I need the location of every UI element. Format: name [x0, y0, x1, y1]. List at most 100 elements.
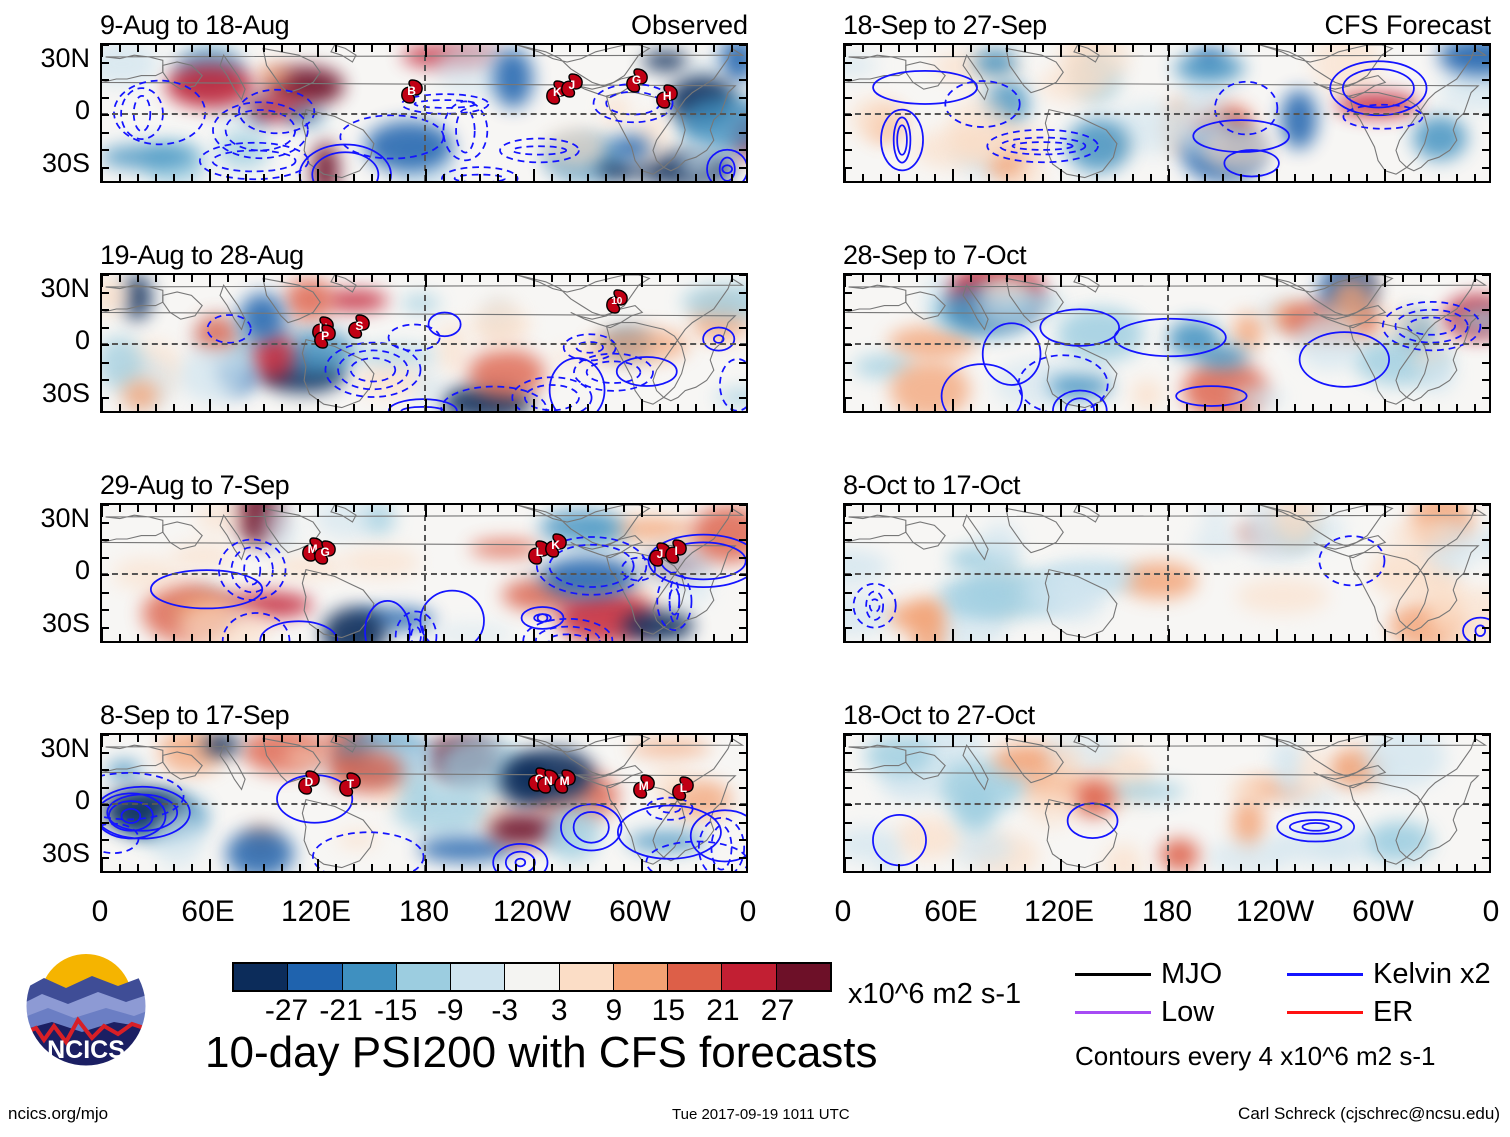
axis-tick: [1330, 634, 1332, 641]
axis-tick: [1482, 539, 1489, 541]
storm-marker[interactable]: H: [654, 82, 680, 110]
coastlines: [102, 275, 746, 411]
axis-tick: [119, 505, 121, 512]
axis-tick: [988, 174, 990, 181]
anomaly-shading: [845, 827, 900, 863]
axis-tick: [1474, 404, 1476, 411]
axis-tick: [623, 45, 625, 52]
axis-tick: [934, 735, 936, 742]
storm-marker[interactable]: M: [552, 767, 578, 795]
axis-tick: [845, 326, 852, 329]
axis-tick: [1482, 166, 1489, 169]
axis-tick: [155, 505, 157, 512]
axis-tick: [479, 634, 481, 641]
axis-tick: [227, 45, 229, 52]
axis-tick: [299, 174, 301, 181]
storm-marker[interactable]: L: [670, 774, 696, 802]
axis-tick: [1366, 864, 1368, 871]
axis-tick: [845, 61, 852, 64]
axis-tick: [1186, 735, 1188, 742]
storm-marker[interactable]: G: [312, 538, 338, 566]
storm-marker[interactable]: B: [399, 77, 425, 105]
axis-tick: [209, 859, 211, 871]
storm-marker[interactable]: M: [631, 772, 657, 800]
storm-label: P: [321, 329, 330, 344]
axis-tick: [335, 864, 337, 871]
axis-tick: [659, 45, 661, 52]
storm-label: T: [346, 777, 355, 791]
axis-tick: [227, 864, 229, 871]
axis-tick: [102, 275, 109, 276]
axis-tick: [1482, 61, 1489, 64]
axis-tick: [353, 404, 355, 411]
axis-tick: [1096, 404, 1098, 411]
axis-tick: [155, 735, 157, 742]
storm-marker[interactable]: P: [312, 322, 338, 350]
axis-tick: [739, 361, 746, 364]
axis-tick: [299, 864, 301, 871]
storm-marker[interactable]: G: [624, 66, 650, 94]
axis-tick: [335, 404, 337, 411]
axis-tick: [1240, 505, 1242, 512]
axis-tick: [119, 634, 121, 641]
anomaly-shading: [910, 598, 946, 641]
footer-website[interactable]: ncics.org/mjo: [8, 1104, 109, 1123]
anomaly-shading: [1049, 743, 1085, 784]
storm-marker[interactable]: I: [663, 537, 689, 565]
storm-label: M: [307, 541, 318, 556]
axis-tick: [281, 275, 283, 282]
axis-tick: [952, 399, 954, 411]
axis-tick: [934, 404, 936, 411]
axis-tick: [1222, 174, 1224, 181]
storm-marker[interactable]: J: [559, 71, 585, 99]
axis-tick: [916, 404, 918, 411]
axis-tick: [1060, 505, 1062, 517]
anomaly-shading: [628, 739, 711, 756]
storm-marker[interactable]: 10: [604, 287, 630, 315]
axis-tick: [461, 634, 463, 641]
axis-tick: [731, 275, 733, 282]
colorbar-tick-2: -15: [373, 994, 418, 1027]
axis-tick: [1482, 131, 1489, 134]
axis-tick: [1276, 735, 1278, 747]
axis-tick: [1024, 45, 1026, 52]
panel-title-7: 18-Oct to 27-Oct: [843, 700, 1035, 730]
axis-tick: [1150, 505, 1152, 512]
axis-tick: [1420, 45, 1422, 52]
storm-marker[interactable]: M: [300, 535, 326, 563]
axis-tick: [102, 735, 103, 747]
axis-tick: [479, 735, 481, 742]
axis-tick: [119, 864, 121, 871]
axis-tick: [1042, 404, 1044, 411]
anomaly-shading: [714, 388, 746, 406]
axis-tick: [209, 45, 211, 57]
map-1: HPS10: [100, 273, 748, 413]
x-tick-label-120W: 120W: [492, 895, 572, 928]
axis-tick: [1482, 769, 1489, 771]
axis-tick: [497, 735, 499, 742]
axis-tick: [227, 404, 229, 411]
axis-tick: [1366, 505, 1368, 512]
axis-tick: [1024, 174, 1026, 181]
axis-tick: [1096, 634, 1098, 641]
axis-tick: [970, 404, 972, 411]
anomaly-shading: [677, 144, 719, 180]
axis-tick: [1186, 634, 1188, 641]
axis-tick: [551, 404, 553, 411]
axis-tick: [934, 275, 936, 282]
axis-tick: [739, 326, 746, 329]
axis-tick: [970, 174, 972, 181]
storm-marker[interactable]: T: [337, 770, 363, 798]
axis-tick: [845, 751, 852, 754]
axis-tick: [1348, 505, 1350, 512]
axis-tick: [659, 275, 661, 282]
storm-marker[interactable]: S: [346, 312, 372, 340]
axis-tick: [845, 521, 852, 524]
axis-tick: [988, 404, 990, 411]
storm-marker[interactable]: K: [543, 531, 569, 559]
axis-tick: [677, 45, 679, 52]
axis-tick: [1482, 96, 1489, 99]
axis-tick: [173, 505, 175, 512]
storm-marker[interactable]: D: [296, 768, 322, 796]
axis-tick: [605, 634, 607, 641]
